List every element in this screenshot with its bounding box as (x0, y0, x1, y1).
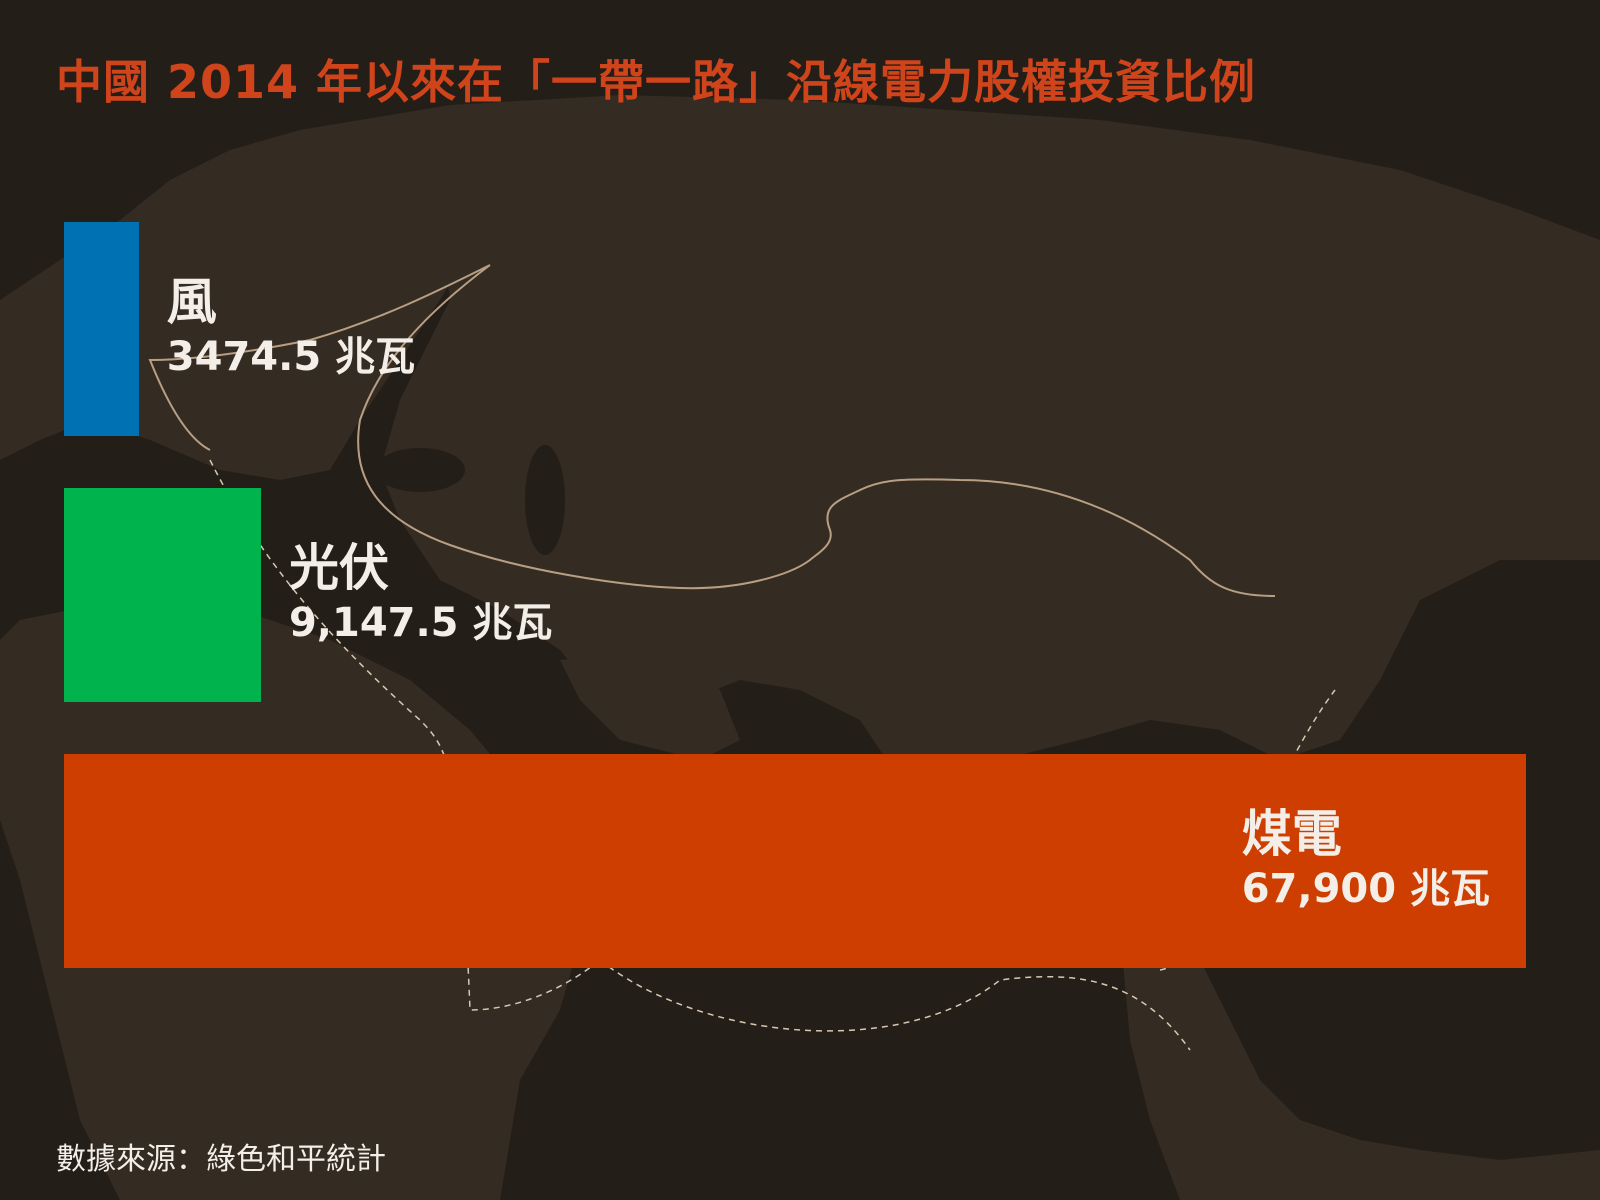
japan-landmass (1420, 380, 1470, 520)
arabia-landmass (560, 650, 740, 760)
black-sea (375, 448, 465, 492)
label-wind: 風 3474.5 兆瓦 (167, 272, 415, 382)
chart-title: 中國 2014 年以來在「一帶一路」沿線電力股權投資比例 (56, 55, 1257, 109)
value-label-wind: 3474.5 兆瓦 (166, 334, 416, 380)
asia-landmass (300, 95, 1600, 800)
label-coal: 煤電 67,900 兆瓦 (1242, 804, 1490, 914)
label-solar: 光伏 9,147.5 兆瓦 (289, 538, 552, 648)
bar-coal (64, 754, 1526, 968)
southeast-asia-landmass (1120, 920, 1600, 1200)
caspian-sea (525, 445, 565, 555)
bar-wind (64, 222, 139, 436)
category-label-coal: 煤電 (1241, 805, 1342, 863)
value-label-coal: 67,900 兆瓦 (1241, 866, 1490, 912)
bar-solar (64, 488, 261, 702)
category-label-solar: 光伏 (288, 539, 389, 597)
category-label-wind: 風 (166, 273, 217, 331)
belt-route-line (148, 264, 1276, 597)
data-source-note: 數據來源：綠色和平統計 (56, 1142, 386, 1177)
value-label-solar: 9,147.5 兆瓦 (288, 600, 553, 646)
